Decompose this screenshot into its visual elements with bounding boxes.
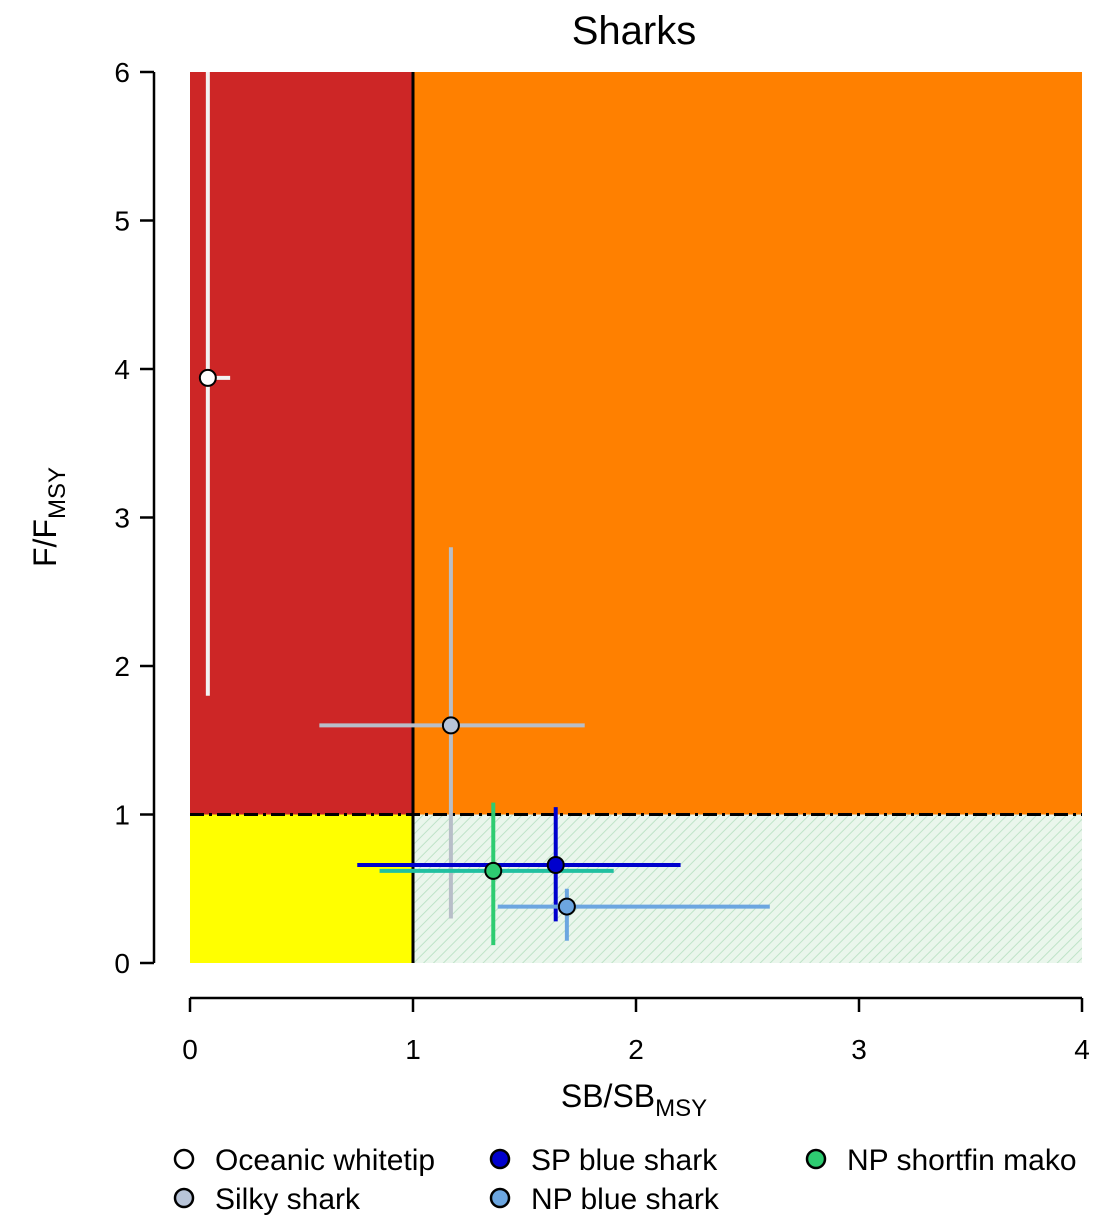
y-tick-label: 1	[114, 800, 130, 831]
legend-label-oceanic-whitetip: Oceanic whitetip	[215, 1144, 435, 1177]
point-oceanic-whitetip	[198, 368, 217, 387]
legend: Oceanic whitetip Silky shark SP blue shark…	[173, 1144, 1077, 1216]
y-tick-label: 5	[114, 206, 130, 237]
y-tick-label: 6	[114, 57, 130, 88]
x-tick-label: 1	[405, 1034, 421, 1065]
x-tick-label: 0	[182, 1034, 198, 1065]
x-tick-label: 3	[851, 1034, 867, 1065]
zone-overfished-and-overfishing	[190, 72, 413, 815]
legend-label-np-blue-shark: NP blue shark	[531, 1183, 720, 1216]
legend-marker-oceanic-whitetip	[173, 1148, 195, 1170]
status-zones	[190, 72, 1082, 963]
point-sp-blue-shark	[546, 855, 565, 874]
x-tick-label: 2	[628, 1034, 644, 1065]
zone-overfished	[190, 814, 413, 963]
y-tick-label: 0	[114, 948, 130, 979]
legend-label-sp-blue-shark: SP blue shark	[531, 1144, 718, 1177]
legend-marker-sp-blue-shark	[489, 1148, 511, 1170]
legend-label-np-shortfin-mako: NP shortfin mako	[847, 1144, 1077, 1177]
zone-healthy	[413, 814, 1082, 963]
y-tick-label: 2	[114, 651, 130, 682]
y-tick-label: 4	[114, 354, 130, 385]
y-axis-label-subscript: MSY	[44, 467, 71, 519]
x-axis-label-subscript: MSY	[655, 1095, 707, 1122]
point-silky-shark	[441, 716, 460, 735]
zone-overfishing	[413, 72, 1082, 815]
x-axis: 0 1 2 3 4	[182, 996, 1090, 1065]
legend-marker-np-shortfin-mako	[805, 1148, 827, 1170]
x-axis-label-main: SB/SB	[561, 1078, 655, 1114]
legend-marker-np-blue-shark	[489, 1187, 511, 1209]
data-points	[198, 368, 576, 916]
y-axis-label: F/FMSY	[27, 467, 71, 567]
y-axis: 0 1 2 3 4 5 6	[114, 57, 156, 979]
point-np-shortfin-mako	[484, 861, 503, 880]
x-axis-label: SB/SBMSY	[561, 1078, 707, 1122]
legend-marker-silky-shark	[173, 1187, 195, 1209]
point-np-blue-shark	[557, 897, 576, 916]
reference-lines	[190, 72, 1082, 963]
chart-title: Sharks	[572, 9, 697, 53]
legend-label-silky-shark: Silky shark	[215, 1183, 361, 1216]
y-axis-label-main: F/F	[27, 519, 63, 567]
x-tick-label: 4	[1074, 1034, 1090, 1065]
y-tick-label: 3	[114, 503, 130, 534]
